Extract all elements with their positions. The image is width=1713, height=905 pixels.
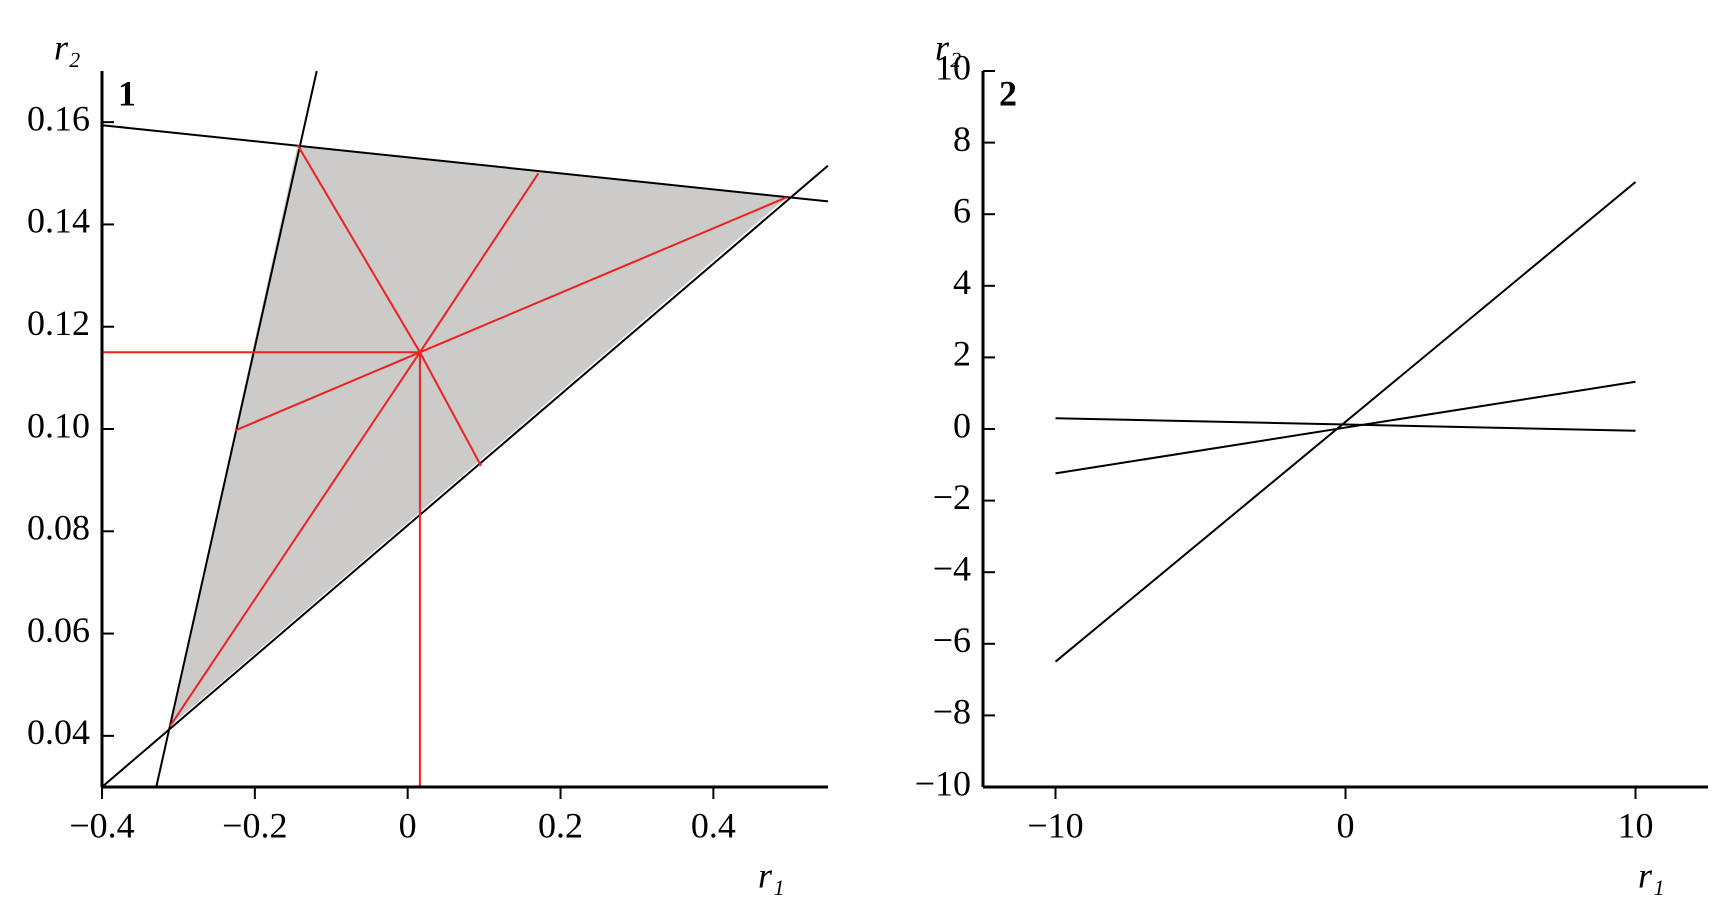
panel-label: 2 (999, 73, 1017, 113)
y-tick-label: 0.06 (27, 610, 90, 650)
y-tick-label: 10 (935, 47, 971, 87)
x-axis-label: r₁ (1638, 855, 1665, 895)
y-tick-label: 4 (953, 262, 971, 302)
y-tick-label: 2 (953, 334, 971, 374)
y-tick-label: 6 (953, 190, 971, 230)
y-tick-label: 8 (953, 119, 971, 159)
data-line (1055, 417, 1636, 432)
y-tick-label: 0.04 (27, 712, 90, 752)
data-line (419, 172, 540, 353)
y-tick-label: 0.12 (27, 303, 90, 343)
x-tick-label: 10 (1618, 805, 1654, 845)
x-tick-label: −10 (1027, 805, 1083, 845)
x-tick-label: −0.4 (69, 805, 134, 845)
y-tick-label: −6 (933, 620, 971, 660)
data-line (101, 124, 829, 203)
y-tick-label: −8 (933, 692, 971, 732)
data-line (296, 144, 421, 353)
data-line (169, 351, 421, 727)
data-line (1055, 380, 1636, 475)
data-line (419, 196, 788, 354)
data-line (419, 351, 482, 467)
data-line (1054, 181, 1637, 663)
x-tick-label: 0 (399, 805, 417, 845)
y-tick-label: −2 (933, 477, 971, 517)
y-tick-label: 0 (953, 405, 971, 445)
y-tick-label: 0.14 (27, 201, 90, 241)
shaded-region (170, 145, 787, 727)
panel-label: 1 (118, 73, 136, 113)
y-tick-label: −4 (933, 548, 971, 588)
y-tick-label: 0.10 (27, 405, 90, 445)
data-line (234, 351, 421, 432)
x-axis-label: r₁ (758, 855, 785, 895)
y-axis-label: r₂ (935, 27, 962, 67)
y-tick-label: 0.16 (27, 98, 90, 138)
y-tick-label: −10 (915, 763, 971, 803)
data-line (101, 164, 829, 788)
x-tick-label: 0.4 (691, 805, 736, 845)
x-tick-label: −0.2 (222, 805, 287, 845)
x-tick-label: 0.2 (538, 805, 583, 845)
y-tick-label: 0.08 (27, 508, 90, 548)
y-axis-label: r₂ (54, 27, 81, 67)
x-tick-label: 0 (1337, 805, 1355, 845)
